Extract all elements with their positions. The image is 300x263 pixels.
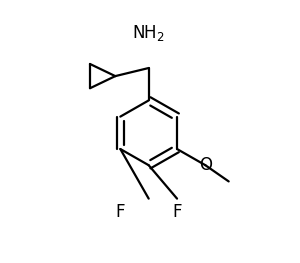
Text: F: F	[116, 203, 125, 221]
Text: F: F	[172, 203, 182, 221]
Text: NH$_2$: NH$_2$	[132, 23, 165, 43]
Text: O: O	[199, 156, 212, 174]
